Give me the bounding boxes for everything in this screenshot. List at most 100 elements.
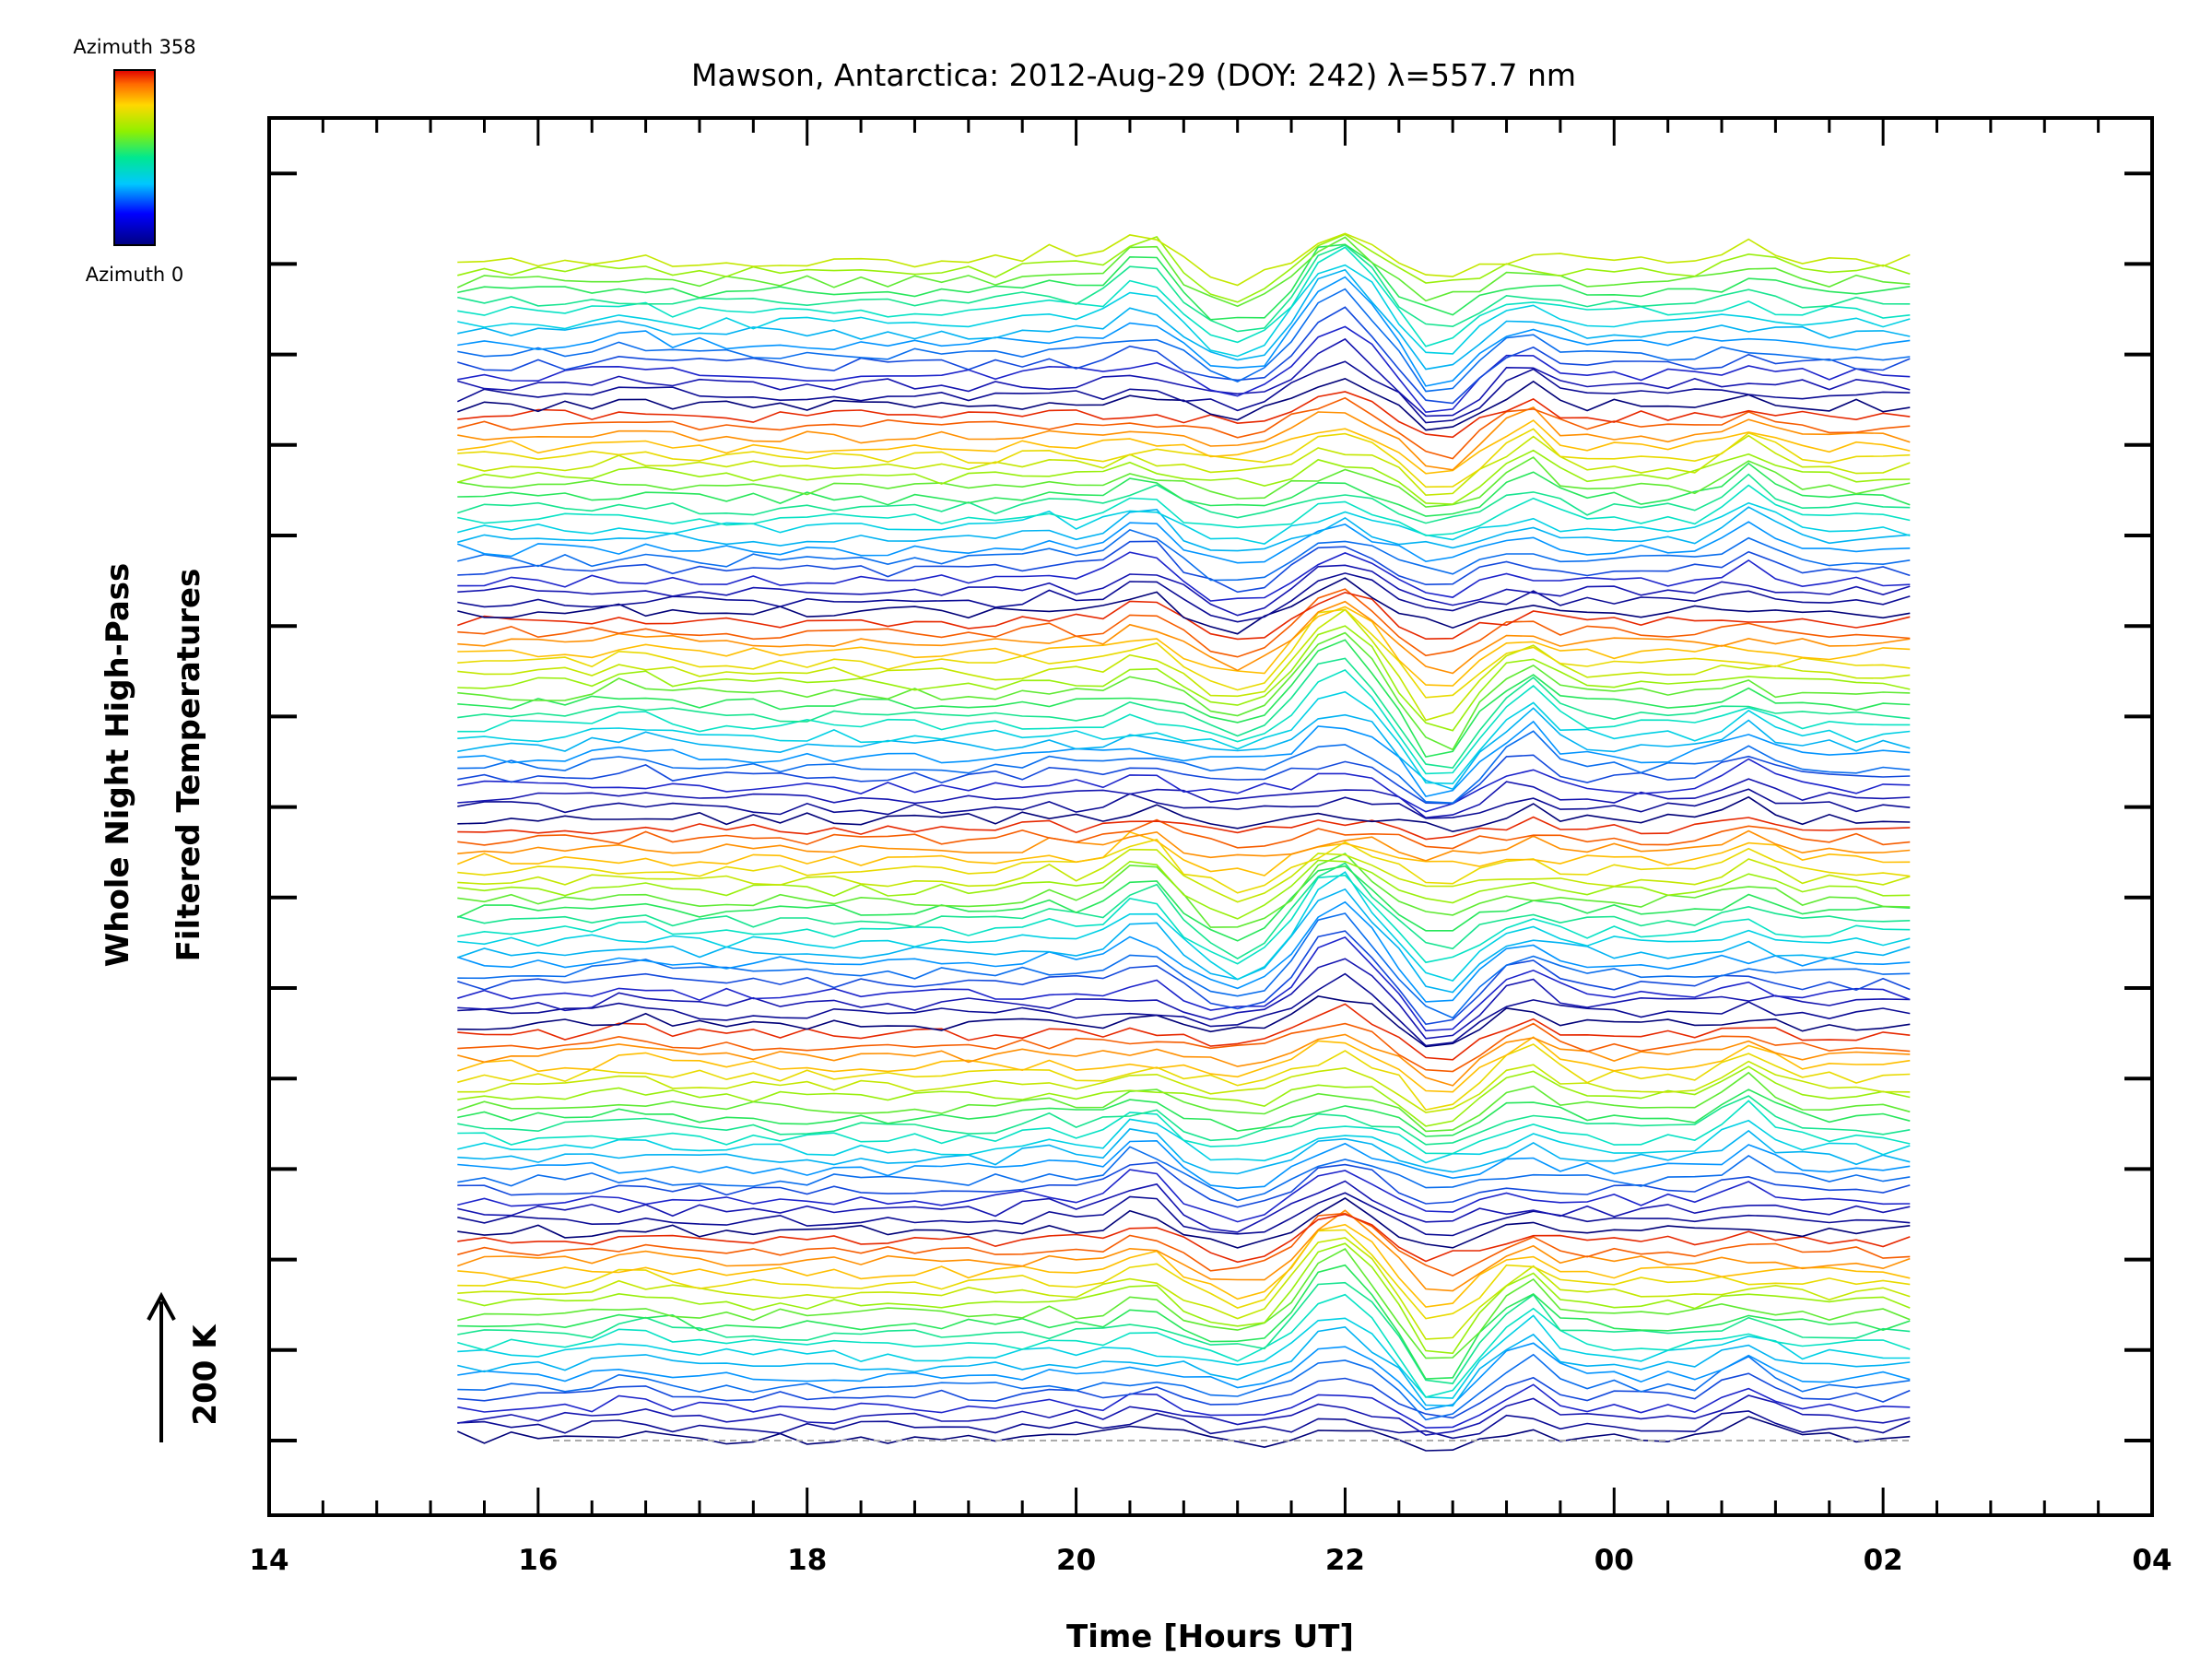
temperature-trace xyxy=(457,233,1911,303)
temperature-trace xyxy=(457,506,1911,552)
temperature-trace xyxy=(457,1128,1911,1175)
temperature-trace xyxy=(457,232,1911,287)
temperature-trace xyxy=(457,588,1911,658)
temperature-trace xyxy=(457,1036,1911,1093)
temperature-trace xyxy=(457,1146,1911,1202)
temperature-trace xyxy=(457,972,1911,1047)
temperature-trace xyxy=(457,816,1911,841)
temperature-trace xyxy=(457,1281,1911,1384)
temperature-trace xyxy=(457,1372,1911,1419)
temperature-trace xyxy=(457,707,1911,791)
temperature-trace xyxy=(457,288,1911,393)
temperature-trace xyxy=(457,306,1911,405)
chart-title: Mawson, Antarctica: 2012-Aug-29 (DOY: 24… xyxy=(691,57,1576,93)
scale-arrow-head xyxy=(147,1291,176,1321)
temperature-trace xyxy=(457,1293,1911,1398)
temperature-trace xyxy=(457,935,1911,1032)
temperature-trace xyxy=(457,1342,1911,1411)
temperature-trace xyxy=(457,600,1911,675)
temperature-trace xyxy=(457,1071,1911,1133)
temperature-trace xyxy=(457,795,1911,833)
x-axis-label: Time [Hours UT] xyxy=(1066,1618,1354,1655)
temperature-trace xyxy=(457,639,1911,758)
temperature-trace xyxy=(457,1139,1911,1190)
y-axis-label-line1: Whole Night High-Pass xyxy=(100,563,136,968)
temperature-trace xyxy=(457,1229,1911,1320)
temperature-trace xyxy=(457,668,1911,775)
temperature-trace xyxy=(457,930,1911,1026)
temperature-trace xyxy=(457,874,1911,965)
x-tick-label: 00 xyxy=(1594,1544,1634,1577)
temperature-trace xyxy=(456,360,1911,424)
colorbar xyxy=(113,69,156,246)
temperature-trace xyxy=(456,865,1911,942)
temperature-trace xyxy=(457,406,1911,471)
temperature-trace xyxy=(457,1088,1911,1137)
temperature-trace xyxy=(457,720,1911,797)
temperature-trace xyxy=(457,900,1911,1003)
temperature-trace xyxy=(457,1095,1911,1146)
temperature-trace xyxy=(457,690,1911,785)
x-tick-label: 22 xyxy=(1325,1544,1365,1577)
temperature-trace xyxy=(457,1060,1911,1113)
temperature-trace xyxy=(457,462,1911,517)
temperature-trace xyxy=(457,540,1911,594)
temperature-trace xyxy=(457,1223,1911,1308)
x-tick-label: 02 xyxy=(1864,1544,1903,1577)
temperature-trace xyxy=(457,1197,1911,1249)
temperature-trace xyxy=(457,1065,1911,1127)
temperature-trace xyxy=(457,264,1911,358)
temperature-trace xyxy=(457,871,1911,982)
temperature-trace xyxy=(457,551,1911,602)
temperature-trace xyxy=(457,608,1911,699)
temperature-trace xyxy=(457,830,1911,862)
y-axis-label-line2: Filtered Temperatures xyxy=(171,569,207,962)
temperature-trace xyxy=(457,1161,1911,1208)
temperature-trace xyxy=(457,1100,1911,1155)
temperature-trace xyxy=(457,391,1911,439)
temperature-trace xyxy=(457,838,1911,894)
x-tick-label: 16 xyxy=(518,1544,558,1577)
temperature-trace xyxy=(457,434,1911,497)
temperature-trace xyxy=(457,788,1911,819)
temperature-trace xyxy=(457,606,1911,687)
temperature-trace xyxy=(457,501,1911,545)
temperature-trace xyxy=(457,848,1911,903)
temperature-trace xyxy=(457,484,1911,536)
x-tick-label: 14 xyxy=(249,1544,288,1577)
x-tick-label: 20 xyxy=(1056,1544,1096,1577)
temperature-trace xyxy=(457,572,1911,623)
temperature-trace xyxy=(457,862,1911,960)
temperature-trace xyxy=(457,657,1911,770)
temperature-trace xyxy=(457,243,1911,321)
temperature-trace xyxy=(457,521,1911,564)
temperature-trace xyxy=(457,608,1911,722)
temperature-trace xyxy=(457,419,1911,475)
temperature-trace xyxy=(457,337,1911,418)
temperature-trace xyxy=(457,1180,1911,1233)
temperature-trace xyxy=(457,377,1911,431)
temperature-trace xyxy=(457,853,1911,928)
temperature-trace xyxy=(457,1169,1911,1223)
temperature-trace xyxy=(457,1383,1911,1430)
temperature-trace xyxy=(457,730,1911,805)
temperature-trace xyxy=(457,958,1911,1040)
temperature-trace xyxy=(457,449,1911,505)
temperature-trace xyxy=(457,564,1911,617)
temperature-trace xyxy=(457,754,1911,805)
temperature-trace xyxy=(457,995,1911,1048)
colorbar-top-label: Azimuth 358 xyxy=(73,36,195,58)
temperature-trace xyxy=(457,1353,1911,1421)
x-tick-label: 04 xyxy=(2132,1544,2171,1577)
x-tick-label: 18 xyxy=(787,1544,827,1577)
temperature-trace xyxy=(457,1394,1911,1436)
temperature-trace xyxy=(457,268,1911,371)
temperature-trace xyxy=(457,1410,1911,1440)
temperature-trace xyxy=(457,456,1911,508)
scale-label: 200 K xyxy=(187,1324,224,1426)
temperature-trace xyxy=(456,1416,1911,1452)
temperature-trace xyxy=(457,888,1911,994)
temperature-trace xyxy=(457,1212,1911,1277)
temperature-trace xyxy=(457,631,1911,751)
